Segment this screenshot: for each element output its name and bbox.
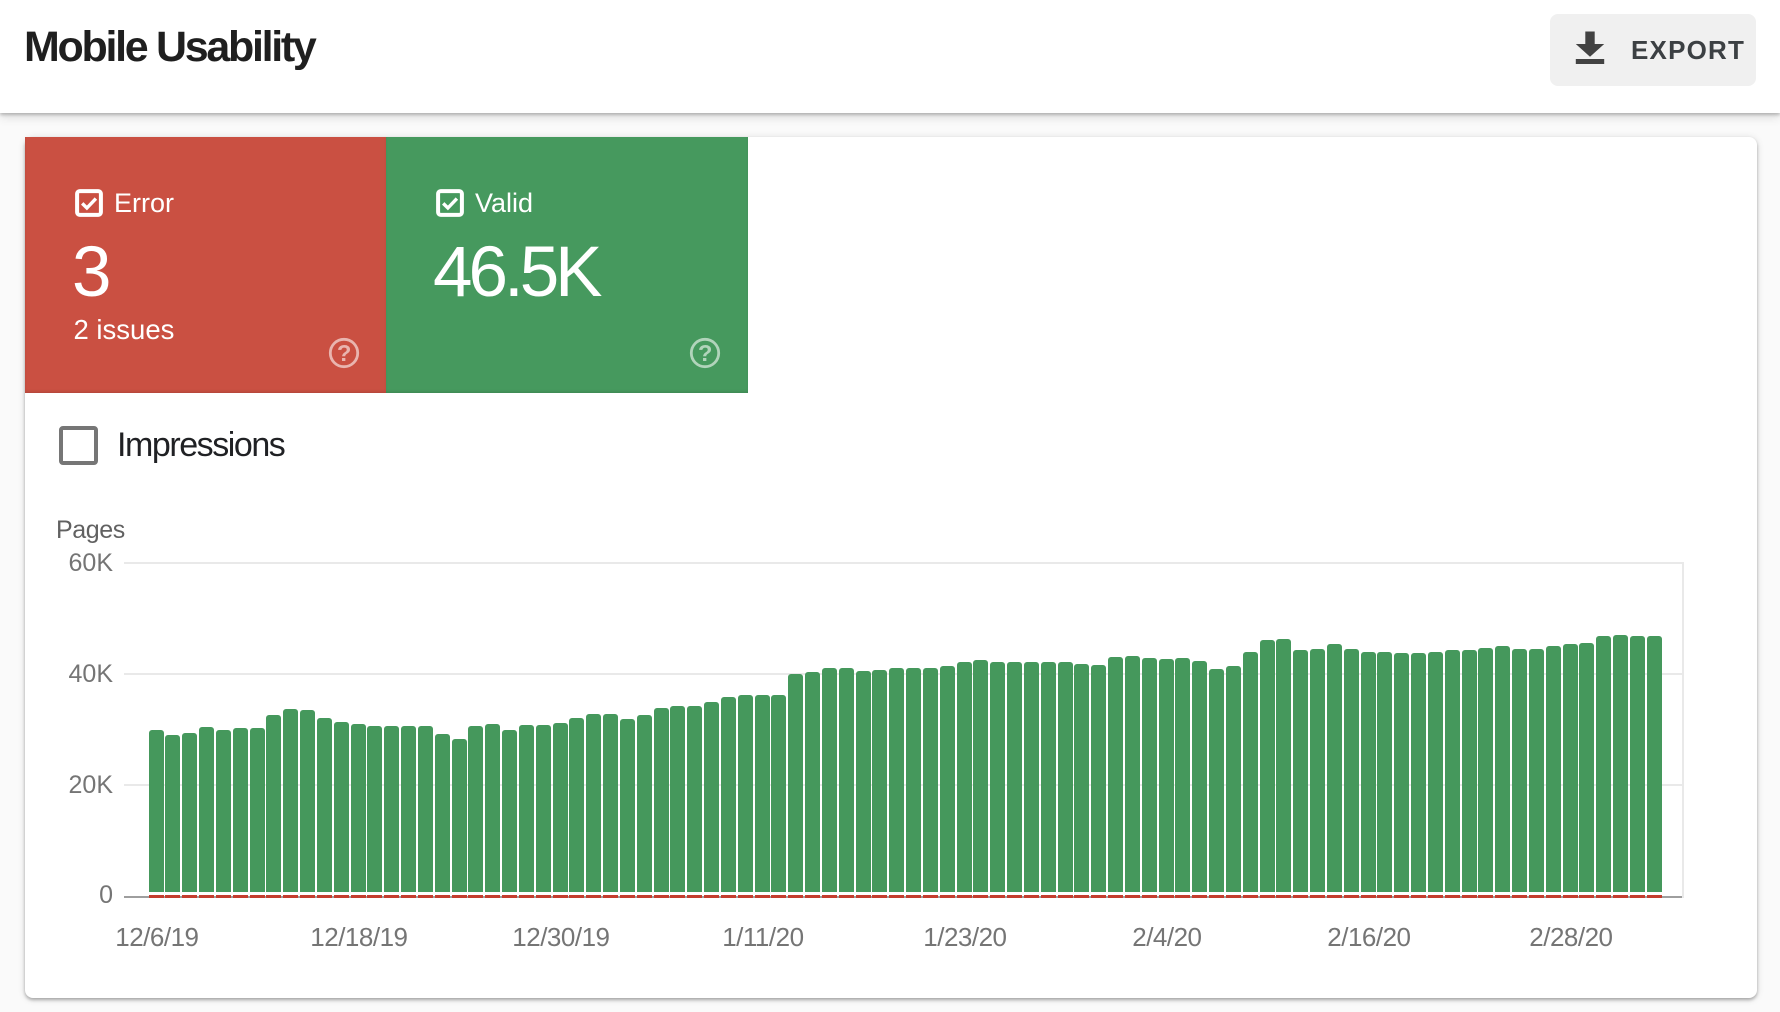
svg-text:?: ?	[698, 340, 712, 366]
svg-text:?: ?	[337, 340, 351, 366]
